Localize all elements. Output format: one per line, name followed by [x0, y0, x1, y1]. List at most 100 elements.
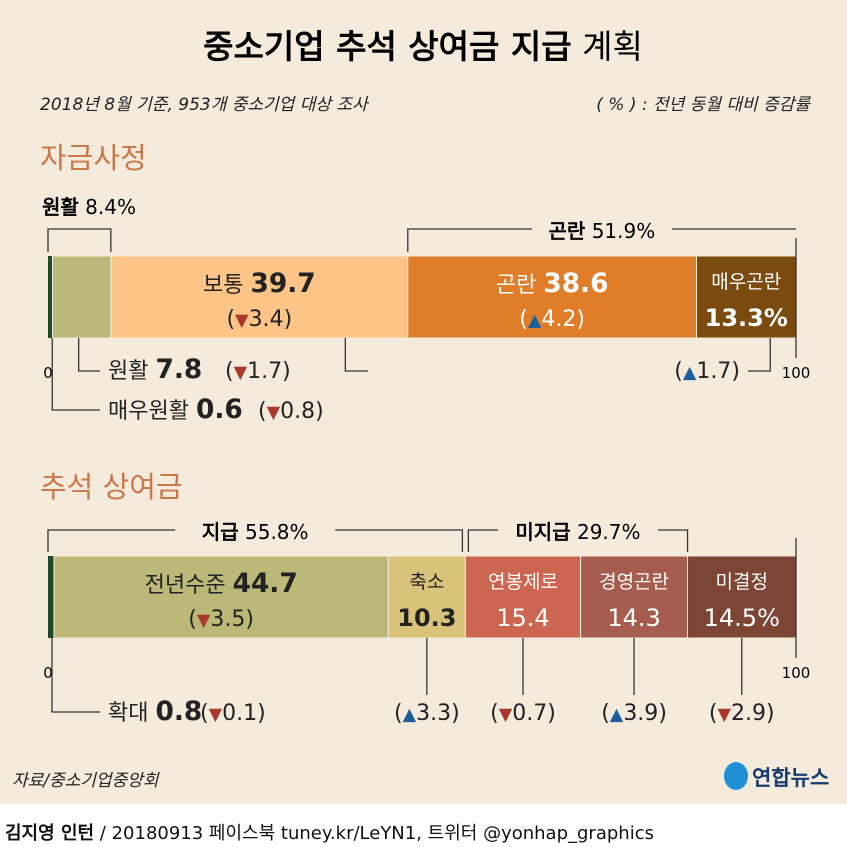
page-title: 중소기업 추석 상여금 지급 계획	[203, 27, 643, 66]
axis-max-label: 100	[782, 364, 811, 382]
segment-name: 보통	[203, 273, 243, 298]
delta-value: 0.8	[280, 399, 315, 424]
segment-value: 39.7	[250, 268, 315, 299]
delta-label: (▲4.2)	[519, 307, 585, 332]
up-triangle-icon: ▲	[528, 311, 542, 331]
delta-value: 0.7	[512, 701, 547, 726]
axis-max-label: 100	[782, 664, 811, 682]
footer-author: 김지영 인턴	[5, 823, 94, 844]
leader-line	[51, 638, 100, 713]
delta-value: 3.5	[210, 607, 245, 632]
segment-name: 경영곤란	[599, 571, 669, 593]
group-label: 곤란 51.9%	[549, 219, 656, 243]
bar-segment	[696, 255, 797, 339]
title-bold: 중소기업 추석 상여금 지급	[203, 27, 571, 66]
segment-label: 전년수준 44.7	[145, 568, 298, 599]
segment-value: 10.3	[397, 604, 456, 632]
delta-label: (▼2.9)	[709, 701, 775, 726]
group-label: 원활 8.4%	[42, 195, 136, 219]
section-title-bonus: 추석 상여금	[40, 470, 183, 504]
segment-value: 0.6	[196, 394, 243, 425]
axis-min-label: 0	[43, 364, 53, 382]
footer-credit: 김지영 인턴 / 20180913 페이스북 tuney.kr/LeYN1, 트…	[5, 823, 654, 844]
delta-value: 1.7	[696, 359, 731, 384]
leader-line	[344, 338, 368, 372]
delta-value: 3.4	[249, 307, 284, 332]
delta-value: 0.1	[222, 701, 257, 726]
bar-segment	[48, 556, 54, 638]
segment-value: 14.5%	[704, 604, 780, 632]
segment-label: 원활 7.8	[108, 354, 202, 385]
down-triangle-icon: ▼	[234, 363, 248, 383]
down-triangle-icon: ▼	[209, 705, 223, 725]
delta-value: 3.9	[623, 701, 658, 726]
bar-segment	[580, 555, 689, 639]
delta-label: (▼3.5)	[188, 607, 254, 632]
bar-segment	[51, 255, 112, 339]
segment-label: 곤란 38.6	[496, 268, 609, 299]
group-bracket	[407, 228, 796, 252]
down-triangle-icon: ▼	[267, 403, 281, 423]
delta-value: 4.2	[541, 307, 576, 332]
bar-segment	[53, 555, 389, 639]
group-bracket	[47, 529, 464, 552]
segment-name: 미결정	[716, 571, 768, 593]
delta-label: (▼0.8)	[258, 399, 324, 424]
funding-chart: 0 100 원활 8.4% 곤란 51.9% 보통 39.7 (▼3.4) 곤란 38.6 (…	[42, 195, 810, 425]
leader-line	[51, 338, 100, 411]
segment-name: 매우곤란	[711, 271, 781, 293]
delta-label: (▼0.1)	[200, 701, 266, 726]
segment-label: 매우원활 0.6	[108, 394, 243, 425]
segment-name: 매우원활	[108, 399, 189, 424]
bar-segment	[48, 256, 53, 338]
segment-value: 44.7	[233, 568, 298, 599]
title-normal: 계획	[582, 27, 643, 66]
segment-label: 보통 39.7	[203, 268, 316, 299]
up-triangle-icon: ▲	[683, 363, 697, 383]
group-bracket	[47, 228, 112, 252]
bar-segment	[387, 555, 466, 639]
segment-value: 0.8	[155, 696, 202, 727]
down-triangle-icon: ▼	[718, 705, 732, 725]
leader-line	[78, 338, 100, 372]
delta-label: (▲1.7)	[674, 359, 740, 384]
up-triangle-icon: ▲	[403, 705, 417, 725]
logo-text: 연합뉴스	[752, 766, 829, 790]
group-bracket	[467, 529, 689, 552]
axis-min-label: 0	[43, 664, 53, 682]
segment-value: 15.4	[496, 604, 549, 632]
segment-value: 38.6	[543, 268, 608, 299]
delta-label: (▼1.7)	[225, 359, 291, 384]
down-triangle-icon: ▼	[235, 311, 249, 331]
delta-label: (▼3.4)	[226, 307, 292, 332]
bar-segment	[687, 555, 797, 639]
segment-name: 축소	[409, 571, 444, 593]
delta-value: 3.3	[416, 701, 451, 726]
subtitle: 2018년 8월 기준, 953개 중소기업 대상 조사	[40, 95, 370, 115]
section-title-funding: 자금사정	[40, 141, 147, 175]
segment-name: 연봉제로	[488, 571, 558, 593]
logo-icon	[724, 762, 748, 790]
footer-rest: / 20180913 페이스북 tuney.kr/LeYN1, 트위터 @yon…	[94, 823, 654, 844]
delta-value: 2.9	[731, 701, 766, 726]
delta-value: 1.7	[247, 359, 282, 384]
segment-name: 곤란	[496, 273, 536, 298]
source: 자료/중소기업중앙회	[12, 771, 160, 791]
footer-strip	[0, 804, 847, 847]
segment-name: 전년수준	[145, 573, 226, 598]
segment-label: 확대 0.8	[108, 696, 202, 727]
delta-label: (▼0.7)	[490, 701, 556, 726]
bar-segment	[110, 255, 409, 339]
leader-line	[748, 338, 771, 372]
down-triangle-icon: ▼	[197, 611, 211, 631]
group-label: 지급 55.8%	[202, 520, 309, 544]
segment-value: 14.3	[607, 604, 660, 632]
bar-segment	[464, 555, 582, 639]
delta-label: (▲3.9)	[601, 701, 667, 726]
group-label: 미지급 29.7%	[515, 520, 640, 544]
delta-label: (▲3.3)	[394, 701, 460, 726]
up-triangle-icon: ▲	[610, 705, 624, 725]
bonus-chart: 0 100 지급 55.8% 미지급 29.7% 전년수준 44.7 (▼3.5) 축소 10…	[43, 520, 810, 727]
segment-name: 확대	[108, 701, 148, 726]
